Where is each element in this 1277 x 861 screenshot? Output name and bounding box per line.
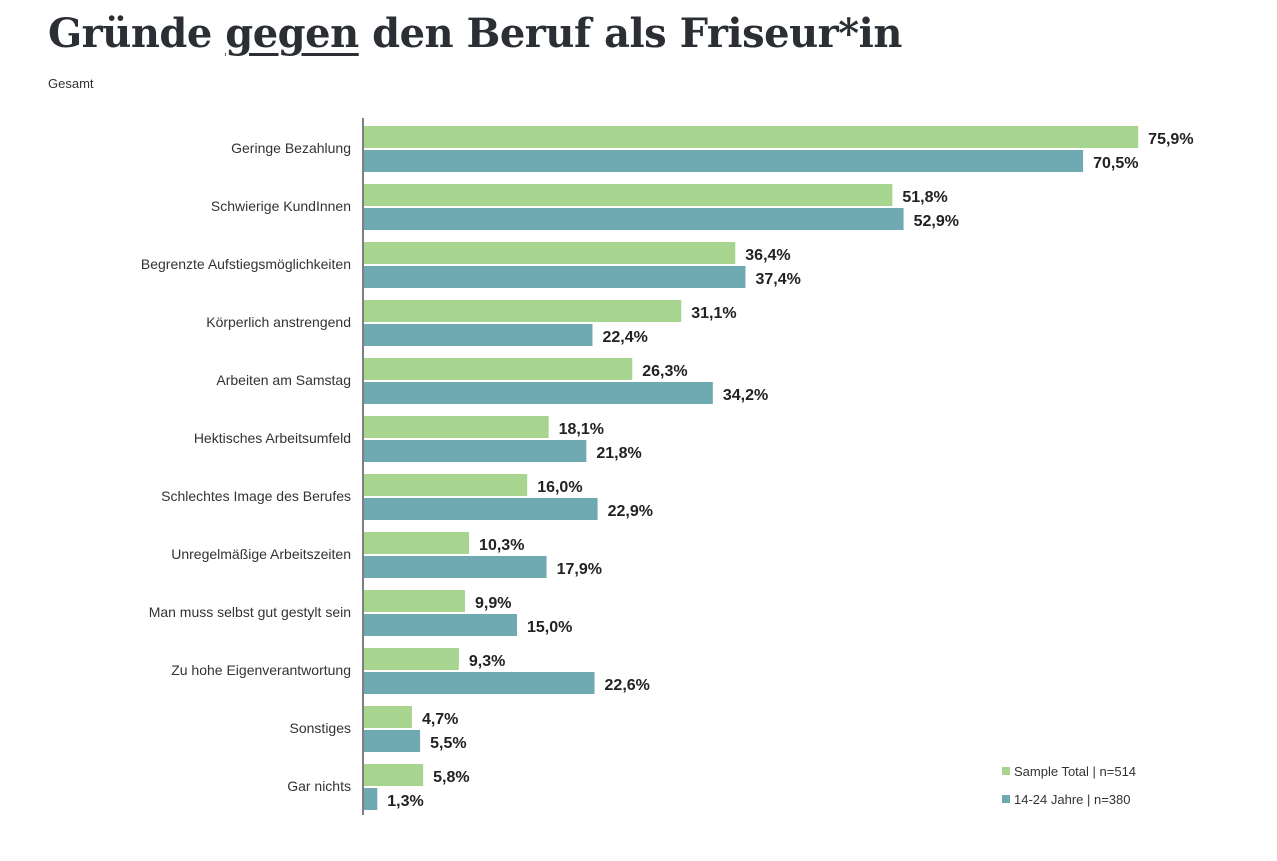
bar-sample-total-unregelmaessige-arbeitszeiten (364, 532, 470, 554)
bar-14-24-jahre-sonstiges (364, 730, 421, 752)
value-label-14-24-jahre-sonstiges: 5,5% (430, 735, 466, 752)
value-label-14-24-jahre-geringe-bezahlung: 70,5% (1093, 155, 1138, 172)
bar-14-24-jahre-schlechtes-image-des-berufes (364, 498, 598, 520)
value-label-sample-total-gar-nichts: 5,8% (433, 769, 469, 786)
bar-sample-total-hektisches-arbeitsumfeld (364, 416, 549, 438)
bar-14-24-jahre-man-muss-selbst-gut-gestylt-sein (364, 614, 517, 636)
category-label-zu-hohe-eigenverantwortung: Zu hohe Eigenverantwortung (171, 662, 351, 678)
bar-sample-total-gar-nichts (364, 764, 424, 786)
value-label-14-24-jahre-zu-hohe-eigenverantwortung: 22,6% (605, 677, 650, 694)
category-label-sonstiges: Sonstiges (290, 720, 351, 736)
bar-sample-total-man-muss-selbst-gut-gestylt-sein (364, 590, 465, 612)
value-label-sample-total-geringe-bezahlung: 75,9% (1148, 131, 1193, 148)
value-label-14-24-jahre-begrenzte-aufstiegsmoeglichkeiten: 37,4% (755, 271, 800, 288)
value-label-14-24-jahre-schwierige-kundinnen: 52,9% (914, 213, 959, 230)
bar-14-24-jahre-unregelmaessige-arbeitszeiten (364, 556, 547, 578)
bar-sample-total-schlechtes-image-des-berufes (364, 474, 528, 496)
value-label-sample-total-schlechtes-image-des-berufes: 16,0% (537, 479, 582, 496)
bar-14-24-jahre-zu-hohe-eigenverantwortung (364, 672, 595, 694)
category-label-hektisches-arbeitsumfeld: Hektisches Arbeitsumfeld (194, 430, 351, 446)
category-label-gar-nichts: Gar nichts (287, 778, 351, 794)
category-label-arbeiten-am-samstag: Arbeiten am Samstag (216, 372, 351, 388)
category-label-schwierige-kundinnen: Schwierige KundInnen (211, 198, 351, 214)
bar-14-24-jahre-begrenzte-aufstiegsmoeglichkeiten (364, 266, 746, 288)
value-label-sample-total-man-muss-selbst-gut-gestylt-sein: 9,9% (475, 595, 511, 612)
value-label-sample-total-begrenzte-aufstiegsmoeglichkeiten: 36,4% (745, 247, 790, 264)
value-label-sample-total-unregelmaessige-arbeitszeiten: 10,3% (479, 537, 524, 554)
category-label-begrenzte-aufstiegsmoeglichkeiten: Begrenzte Aufstiegsmöglichkeiten (141, 256, 351, 272)
chart-legend: Sample Total | n=514 14-24 Jahre | n=380 (1002, 763, 1136, 819)
bar-14-24-jahre-arbeiten-am-samstag (364, 382, 713, 404)
bar-14-24-jahre-koerperlich-anstrengend (364, 324, 593, 346)
chart-subtitle: Gesamt (48, 76, 94, 91)
value-label-14-24-jahre-gar-nichts: 1,3% (387, 793, 423, 810)
category-label-man-muss-selbst-gut-gestylt-sein: Man muss selbst gut gestylt sein (149, 604, 351, 620)
title-emphasis: gegen (225, 10, 359, 57)
title-part-2: den Beruf als Friseur*in (358, 10, 902, 57)
value-label-14-24-jahre-schlechtes-image-des-berufes: 22,9% (608, 503, 653, 520)
value-label-14-24-jahre-koerperlich-anstrengend: 22,4% (602, 329, 647, 346)
category-label-koerperlich-anstrengend: Körperlich anstrengend (206, 314, 351, 330)
bar-sample-total-sonstiges (364, 706, 412, 728)
value-label-sample-total-sonstiges: 4,7% (422, 711, 458, 728)
value-label-14-24-jahre-arbeiten-am-samstag: 34,2% (723, 387, 768, 404)
value-label-14-24-jahre-man-muss-selbst-gut-gestylt-sein: 15,0% (527, 619, 572, 636)
legend-label-sample-total: Sample Total | n=514 (1014, 763, 1137, 779)
category-label-schlechtes-image-des-berufes: Schlechtes Image des Berufes (161, 488, 351, 504)
bar-14-24-jahre-gar-nichts (364, 788, 378, 810)
bar-sample-total-arbeiten-am-samstag (364, 358, 633, 380)
legend-swatch-sample-total (1002, 767, 1010, 775)
bar-14-24-jahre-hektisches-arbeitsumfeld (364, 440, 587, 462)
value-label-sample-total-zu-hohe-eigenverantwortung: 9,3% (469, 653, 505, 670)
category-label-unregelmaessige-arbeitszeiten: Unregelmäßige Arbeitszeiten (171, 546, 351, 562)
value-label-sample-total-arbeiten-am-samstag: 26,3% (642, 363, 687, 380)
legend-item-14-24-jahre: 14-24 Jahre | n=380 (1002, 791, 1136, 807)
value-label-14-24-jahre-hektisches-arbeitsumfeld: 21,8% (596, 445, 641, 462)
title-part-1: Gründe (48, 10, 226, 57)
bar-sample-total-schwierige-kundinnen (364, 184, 893, 206)
bar-sample-total-geringe-bezahlung (364, 126, 1139, 148)
value-label-14-24-jahre-unregelmaessige-arbeitszeiten: 17,9% (557, 561, 602, 578)
legend-item-sample-total: Sample Total | n=514 (1002, 763, 1136, 779)
legend-label-14-24-jahre: 14-24 Jahre | n=380 (1014, 791, 1131, 807)
value-label-sample-total-koerperlich-anstrengend: 31,1% (691, 305, 736, 322)
bar-14-24-jahre-schwierige-kundinnen (364, 208, 904, 230)
category-label-geringe-bezahlung: Geringe Bezahlung (231, 140, 351, 156)
bar-sample-total-zu-hohe-eigenverantwortung (364, 648, 459, 670)
legend-swatch-14-24-jahre (1002, 795, 1010, 803)
chart-title: Gründe gegen den Beruf als Friseur*in (48, 10, 902, 57)
value-label-sample-total-schwierige-kundinnen: 51,8% (902, 189, 947, 206)
bar-sample-total-begrenzte-aufstiegsmoeglichkeiten (364, 242, 736, 264)
value-label-sample-total-hektisches-arbeitsumfeld: 18,1% (559, 421, 604, 438)
bar-14-24-jahre-geringe-bezahlung (364, 150, 1084, 172)
bar-sample-total-koerperlich-anstrengend (364, 300, 682, 322)
